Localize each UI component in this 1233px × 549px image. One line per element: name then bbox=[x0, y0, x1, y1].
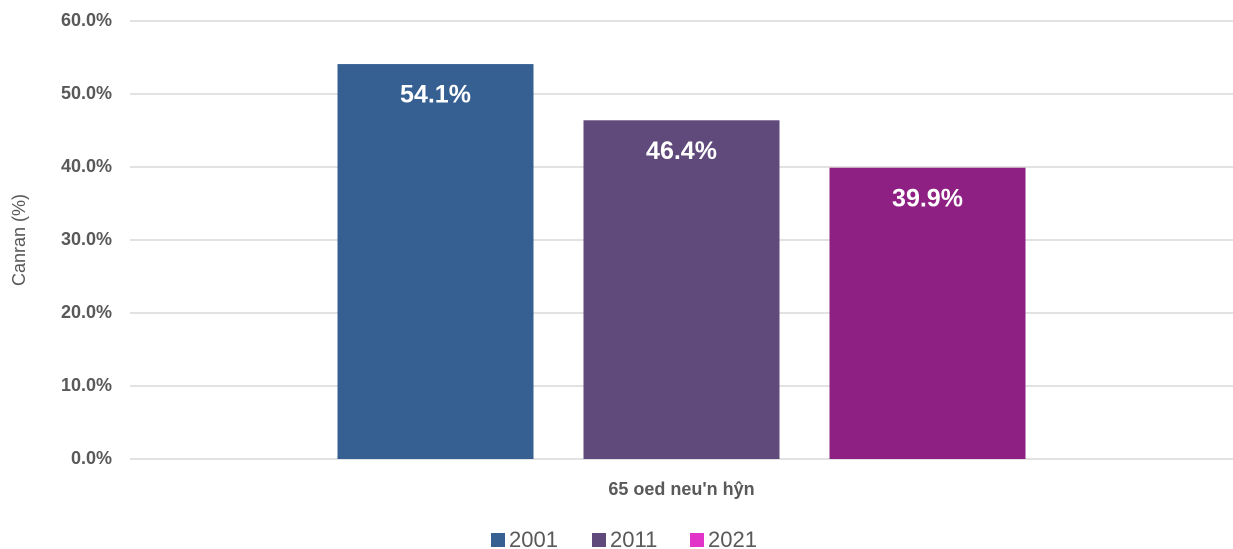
bar bbox=[583, 120, 780, 459]
bar bbox=[829, 167, 1026, 460]
y-tick-label: 0.0% bbox=[71, 448, 112, 468]
legend-swatch bbox=[491, 533, 505, 547]
y-tick-label: 10.0% bbox=[61, 375, 112, 395]
legend-swatch bbox=[690, 533, 704, 547]
y-tick-label: 50.0% bbox=[61, 83, 112, 103]
y-tick-label: 40.0% bbox=[61, 156, 112, 176]
y-tick-label: 20.0% bbox=[61, 302, 112, 322]
y-tick-label: 60.0% bbox=[61, 10, 112, 30]
bar bbox=[337, 64, 534, 459]
legend-label: 2011 bbox=[610, 527, 657, 549]
value-label: 39.9% bbox=[892, 184, 963, 212]
y-axis-label: Canran (%) bbox=[9, 194, 29, 286]
y-tick-label: 30.0% bbox=[61, 229, 112, 249]
x-tick-label: 65 oed neu'n hŷn bbox=[608, 479, 754, 499]
legend-label: 2001 bbox=[509, 527, 558, 549]
value-label: 54.1% bbox=[400, 81, 471, 109]
legend-swatch bbox=[592, 533, 606, 547]
value-label: 46.4% bbox=[646, 137, 717, 165]
legend-label: 2021 bbox=[708, 527, 757, 549]
